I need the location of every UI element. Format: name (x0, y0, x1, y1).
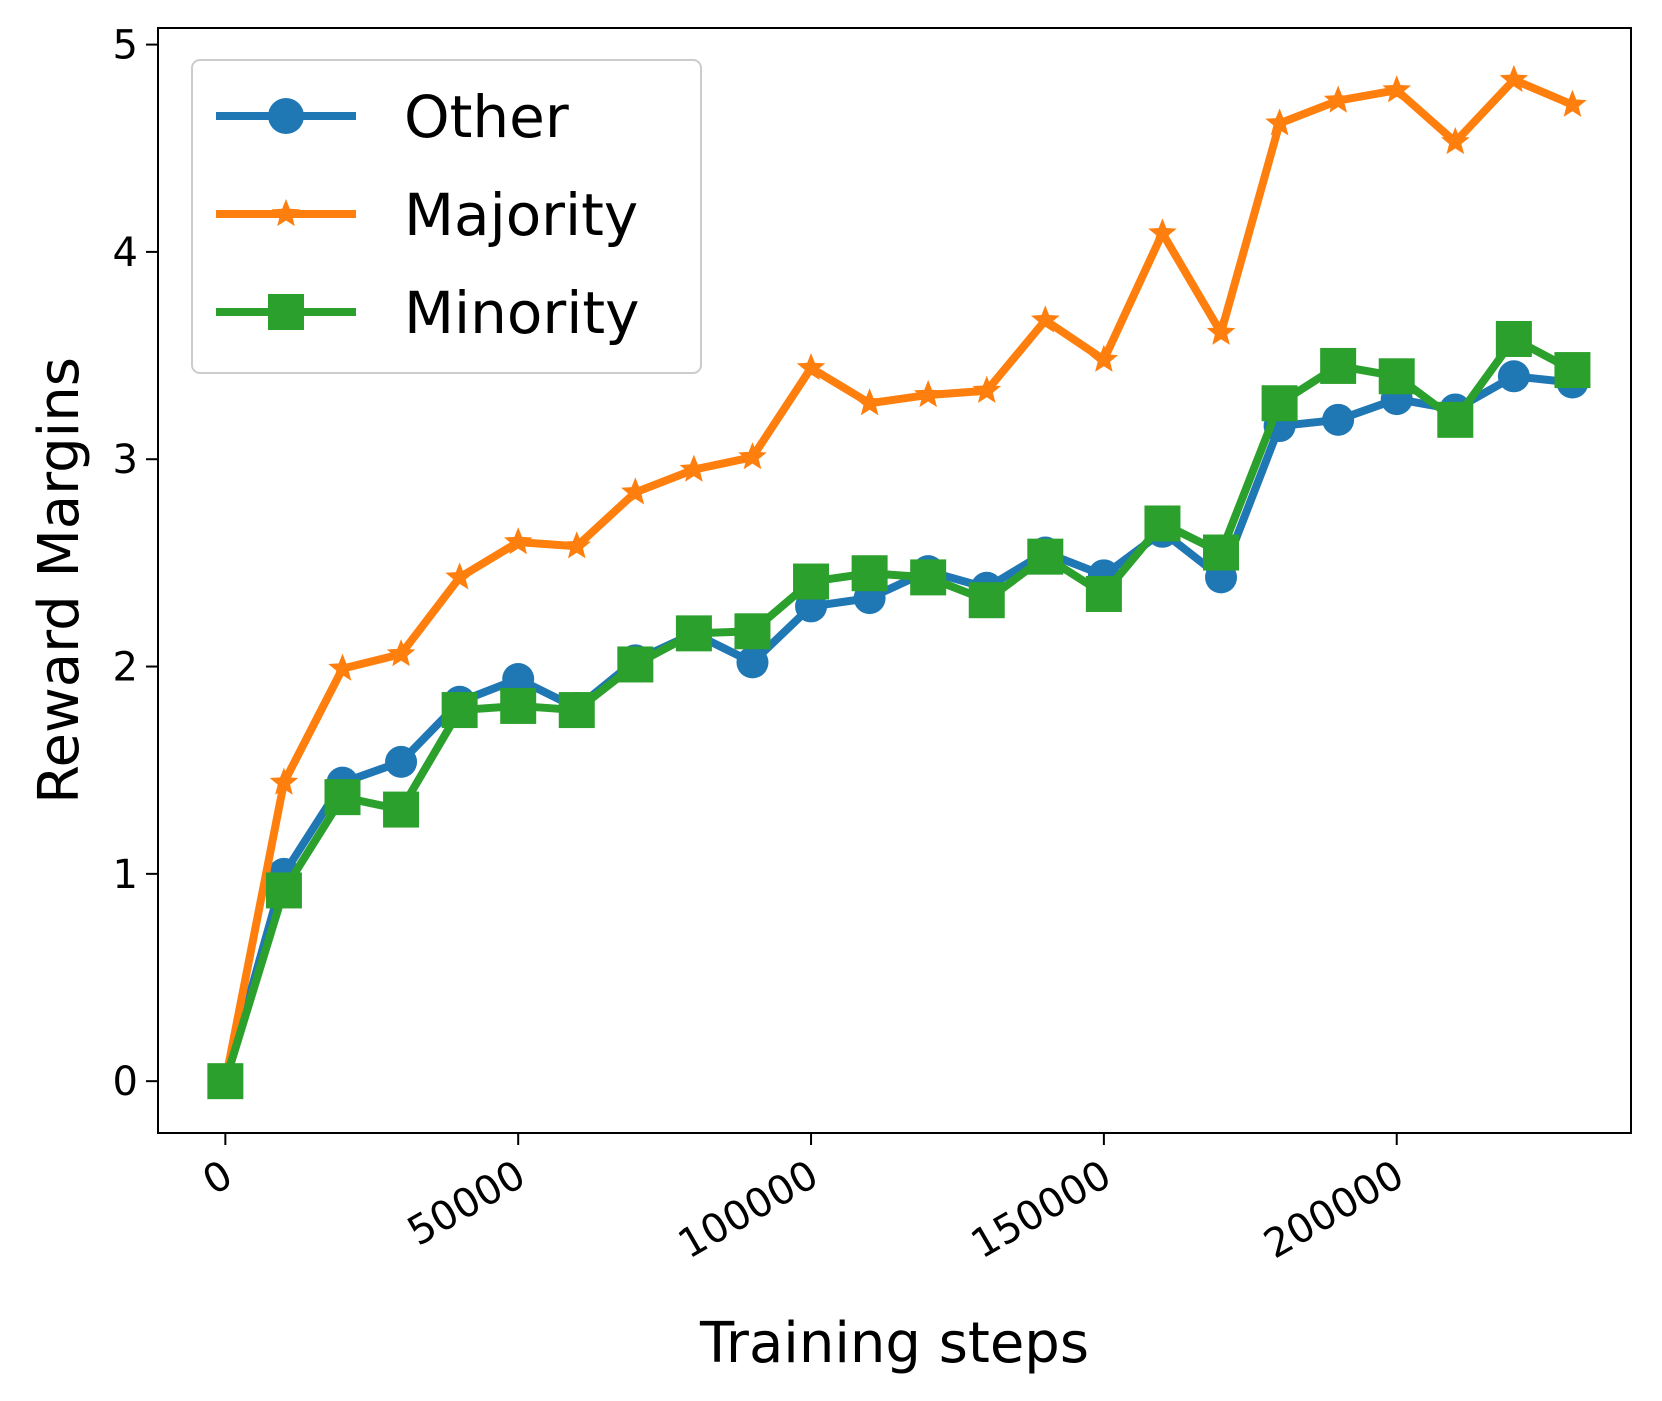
axes-frame (157, 27, 1632, 1134)
series-line-other (221, 372, 1577, 1086)
data-point-majority (386, 639, 416, 667)
data-point-minority (910, 559, 947, 596)
data-point-minority (441, 692, 478, 729)
data-point-minority (558, 692, 595, 729)
legend-box (191, 59, 702, 374)
data-point-minority (734, 613, 771, 650)
data-point-majority (1323, 85, 1353, 113)
data-point-majority (1089, 344, 1119, 372)
data-point-other (736, 646, 769, 679)
data-point-majority (855, 388, 884, 416)
x-tick-label: 50000 (400, 1152, 533, 1255)
data-point-majority (679, 454, 709, 482)
y-axis: 0 1 2 3 4 5 (113, 23, 158, 1105)
data-point-majority (445, 562, 474, 590)
series-other (209, 360, 1589, 1098)
data-point-majority (503, 527, 533, 555)
y-tick-label: 3 (113, 437, 138, 483)
legend-item-other: Other (216, 83, 569, 151)
data-point-majority (328, 653, 357, 681)
legend-label: Minority (404, 279, 639, 347)
x-axis: 0 50000 100000 150000 200000 (195, 1133, 1412, 1268)
legend-marker (268, 98, 304, 134)
data-point-other (1322, 403, 1355, 436)
data-point-majority (621, 477, 650, 505)
data-point-majority (562, 531, 592, 559)
x-tick-label: 200000 (1256, 1152, 1411, 1268)
x-tick-label: 150000 (964, 1152, 1119, 1268)
data-point-majority (1558, 89, 1587, 117)
data-point-majority (913, 379, 943, 408)
legend: Other Majority Minority (191, 59, 702, 374)
data-point-majority (1382, 75, 1411, 103)
legend-label: Majority (404, 181, 638, 249)
data-point-minority (1495, 320, 1532, 357)
data-point-minority (851, 555, 888, 592)
data-point-minority (1144, 505, 1181, 542)
data-point-majority (1148, 218, 1177, 246)
data-point-minority (1554, 352, 1591, 389)
data-point-majority (1031, 305, 1060, 333)
x-axis-label: Training steps (699, 1311, 1089, 1376)
y-tick-label: 1 (113, 852, 138, 898)
data-point-minority (1437, 401, 1474, 438)
data-point-minority (1320, 347, 1357, 384)
legend-item-minority: Minority (216, 279, 639, 347)
data-point-minority (1027, 538, 1064, 575)
legend-item-majority: Majority (216, 181, 638, 249)
data-point-minority (324, 779, 361, 816)
series-minority (207, 320, 1591, 1100)
data-point-minority (1261, 385, 1298, 422)
data-point-majority (972, 375, 1002, 403)
y-axis-label: Reward Margins (27, 357, 92, 804)
y-tick-label: 4 (113, 230, 138, 276)
x-tick-label: 0 (195, 1152, 240, 1205)
data-point-minority (1378, 358, 1415, 395)
data-point-minority (1085, 575, 1122, 612)
x-tick-label: 100000 (671, 1152, 826, 1268)
data-point-minority (617, 646, 654, 683)
series-line-minority (221, 334, 1577, 1086)
data-point-majority (1499, 64, 1529, 92)
data-point-other (385, 745, 418, 778)
y-tick-label: 5 (113, 23, 138, 69)
legend-marker (268, 294, 304, 330)
data-point-majority (1265, 108, 1294, 136)
data-point-other (1497, 360, 1530, 393)
data-point-majority (269, 767, 299, 795)
data-point-majority (1441, 127, 1470, 155)
data-point-other (502, 662, 535, 695)
data-point-minority (383, 791, 420, 828)
legend-marker (271, 199, 301, 227)
plot-area (207, 64, 1591, 1100)
data-point-minority (265, 872, 302, 909)
data-point-minority (968, 582, 1005, 619)
y-tick-label: 2 (113, 645, 138, 691)
legend-label: Other (404, 83, 569, 151)
data-point-majority (796, 353, 826, 381)
data-point-minority (207, 1063, 244, 1100)
data-point-majority (1206, 317, 1236, 345)
series-majority (211, 64, 1587, 1094)
data-point-majority (738, 442, 767, 470)
data-point-minority (1203, 534, 1240, 571)
data-point-minority (793, 563, 830, 600)
data-point-minority (675, 615, 712, 652)
y-tick-label: 0 (113, 1059, 138, 1105)
data-point-minority (500, 687, 537, 724)
